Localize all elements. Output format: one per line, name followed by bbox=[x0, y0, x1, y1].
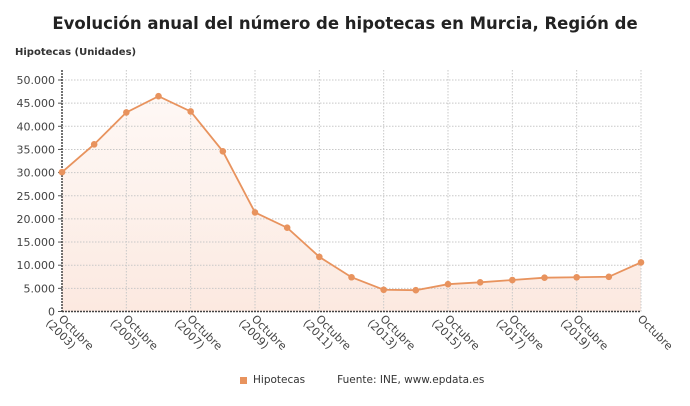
chart-title: Evolución anual del número de hipotecas … bbox=[52, 14, 638, 33]
x-tick-label: Octubre(2005) bbox=[107, 308, 160, 361]
data-point bbox=[58, 168, 66, 176]
y-tick-label: 25.000 bbox=[17, 190, 56, 203]
data-point bbox=[316, 253, 323, 261]
y-tick-label: 20.000 bbox=[17, 213, 56, 226]
x-tick-label: Octubre(2013) bbox=[365, 308, 418, 361]
data-point bbox=[444, 280, 452, 288]
data-point bbox=[412, 286, 420, 294]
y-tick-label: 50.000 bbox=[17, 74, 56, 87]
y-tick-label: 35.000 bbox=[17, 143, 56, 156]
y-tick-label: 30.000 bbox=[17, 167, 56, 180]
x-tick-label: Octubre(2019) bbox=[558, 308, 611, 361]
data-point bbox=[348, 273, 355, 281]
data-point bbox=[187, 108, 194, 115]
y-tick-label: 10.000 bbox=[17, 259, 56, 272]
data-point bbox=[251, 209, 259, 216]
data-point bbox=[219, 148, 227, 155]
x-tick-label: Octubre(2007) bbox=[172, 308, 225, 361]
x-tick-label: Octubre(2015) bbox=[429, 308, 482, 361]
data-point bbox=[637, 259, 645, 266]
data-point bbox=[476, 279, 484, 286]
data-point bbox=[541, 274, 548, 282]
data-point bbox=[90, 141, 98, 148]
data-point bbox=[123, 109, 130, 116]
data-point bbox=[155, 92, 162, 100]
x-tick-label: Octubre(2017) bbox=[493, 308, 546, 361]
y-tick-label: 45.000 bbox=[17, 97, 56, 110]
x-tick-label: Octubre bbox=[635, 312, 675, 352]
data-point bbox=[283, 224, 291, 231]
y-tick-label: 40.000 bbox=[17, 120, 56, 133]
data-point bbox=[573, 273, 580, 281]
data-point bbox=[380, 286, 387, 294]
y-tick-label: 5.000 bbox=[24, 282, 56, 295]
legend-swatch bbox=[240, 376, 247, 384]
x-tick-label: Octubre(2011) bbox=[300, 308, 353, 361]
source-text: Fuente: INE, www.epdata.es bbox=[337, 374, 485, 386]
x-tick-label: Octubre(2009) bbox=[236, 308, 289, 361]
legend-label: Hipotecas bbox=[253, 374, 306, 386]
y-axis-label: Hipotecas (Unidades) bbox=[15, 47, 137, 58]
y-tick-label: 0 bbox=[48, 306, 55, 319]
data-point bbox=[509, 276, 516, 284]
y-tick-label: 15.000 bbox=[17, 236, 56, 249]
area-fill bbox=[62, 96, 641, 312]
data-point bbox=[605, 273, 613, 281]
legend: Hipotecas Fuente: INE, www.epdata.es bbox=[240, 374, 484, 386]
